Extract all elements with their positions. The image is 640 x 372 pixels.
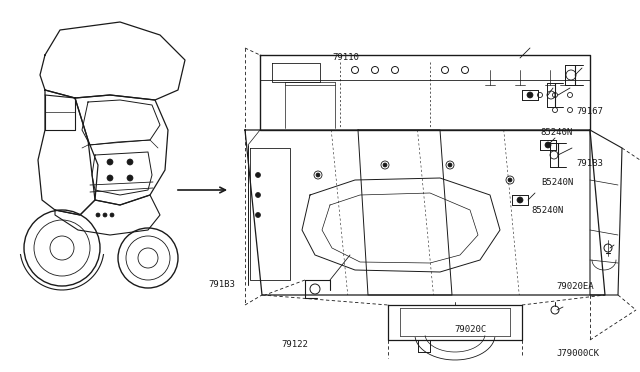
Text: 79167: 79167	[576, 107, 603, 116]
Text: 791B3: 791B3	[208, 280, 235, 289]
Text: J79000CK: J79000CK	[557, 349, 600, 358]
Text: B5240N: B5240N	[541, 178, 573, 187]
Text: 79020EA: 79020EA	[557, 282, 595, 291]
Text: 85240N: 85240N	[541, 128, 573, 137]
Circle shape	[107, 159, 113, 165]
Circle shape	[107, 175, 113, 181]
Circle shape	[517, 197, 523, 203]
Circle shape	[448, 163, 452, 167]
Text: 79122: 79122	[282, 340, 308, 349]
Circle shape	[255, 173, 260, 177]
Circle shape	[383, 163, 387, 167]
Circle shape	[527, 92, 533, 98]
Circle shape	[255, 212, 260, 218]
Circle shape	[255, 192, 260, 198]
Circle shape	[96, 213, 100, 217]
Text: 85240N: 85240N	[531, 206, 563, 215]
Text: 791B3: 791B3	[576, 159, 603, 168]
Text: 79110: 79110	[333, 53, 360, 62]
Circle shape	[316, 173, 320, 177]
Circle shape	[110, 213, 114, 217]
Circle shape	[103, 213, 107, 217]
Text: 79020C: 79020C	[454, 325, 486, 334]
Circle shape	[508, 178, 512, 182]
Circle shape	[545, 142, 551, 148]
Circle shape	[127, 175, 133, 181]
Circle shape	[127, 159, 133, 165]
